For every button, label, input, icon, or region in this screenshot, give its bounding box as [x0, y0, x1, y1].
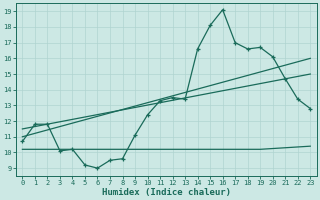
X-axis label: Humidex (Indice chaleur): Humidex (Indice chaleur)	[102, 188, 231, 197]
